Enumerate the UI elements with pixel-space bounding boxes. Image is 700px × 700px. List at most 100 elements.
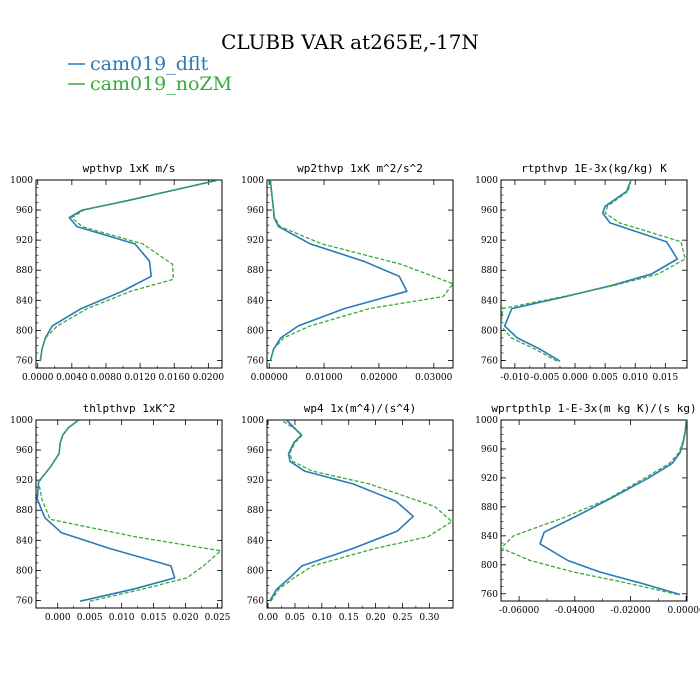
x-tick-label: 0.0120 (124, 373, 156, 383)
y-tick-label: 760 (481, 590, 498, 600)
x-tick-label: 0.010 (109, 613, 135, 623)
y-tick-label: 760 (247, 596, 264, 606)
y-tick-label: 760 (481, 356, 498, 366)
y-tick-label: 800 (481, 326, 498, 336)
x-tick-label: -0.04000 (555, 606, 596, 616)
x-tick-label: 0.000 (45, 613, 71, 623)
plot-frame (500, 179, 688, 369)
x-tick-label: 0.015 (652, 373, 678, 383)
y-tick-label: 920 (481, 236, 498, 246)
y-tick-label: 880 (16, 266, 33, 276)
panel-title: wprtpthlp 1-E-3x(m kg K)/(s kg) (491, 402, 696, 415)
x-tick-label: 0.15 (339, 613, 359, 623)
y-tick-label: 1000 (475, 176, 498, 186)
panel-3: rtpthvp 1E-3x(kg/kg) K 760 800 840 880 920 960… (475, 162, 688, 383)
y-tick-label: 800 (481, 561, 498, 571)
panel-title: wpthvp 1xK m/s (83, 162, 176, 175)
panel-5: wp4 1x(m^4)/(s^4) 760 800 840 880 920 960 1000 0… (241, 402, 454, 623)
x-tick-label: 0.0160 (158, 373, 190, 383)
figure-title: CLUBB VAR at265E,-17N (221, 30, 479, 54)
y-tick-label: 800 (247, 566, 264, 576)
series-line-dflt (539, 420, 687, 596)
x-tick-label: 0.03000 (415, 373, 452, 383)
panel-title: wp4 1x(m^4)/(s^4) (304, 402, 417, 415)
y-tick-label: 840 (16, 296, 33, 306)
y-tick-label: 960 (16, 446, 33, 456)
series-line-dflt (39, 180, 219, 362)
x-tick-label: 0.05 (285, 613, 305, 623)
x-tick-label: 0.25 (392, 613, 412, 623)
y-tick-label: 1000 (10, 176, 33, 186)
y-tick-label: 960 (481, 445, 498, 455)
y-tick-label: 960 (16, 206, 33, 216)
x-tick-label: 0.01000 (305, 373, 342, 383)
x-tick-label: 0.015 (141, 613, 167, 623)
plot-frame (266, 179, 454, 369)
y-tick-label: 880 (481, 266, 498, 276)
x-tick-label: 0.000 (562, 373, 588, 383)
x-tick-label: 0.10 (312, 613, 332, 623)
y-tick-label: 1000 (241, 176, 264, 186)
series-line-nozm (269, 180, 453, 362)
x-tick-label: 0.30 (419, 613, 439, 623)
y-tick-label: 800 (247, 326, 264, 336)
x-tick-label: 0.025 (205, 613, 231, 623)
legend: cam019_dflt cam019_noZM (68, 53, 232, 95)
x-tick-label: 0.20 (366, 613, 386, 623)
panel-title: rtpthvp 1E-3x(kg/kg) K (521, 162, 667, 175)
y-tick-label: 960 (247, 206, 264, 216)
panel-title: wp2thvp 1xK m^2/s^2 (297, 162, 423, 175)
x-tick-label: 0.00 (258, 613, 278, 623)
x-tick-label: 0.00000 (251, 373, 288, 383)
x-tick-label: 0.0000 (22, 373, 54, 383)
legend-label-dflt: cam019_dflt (90, 53, 209, 75)
x-tick-label: -0.010 (500, 373, 529, 383)
x-tick-label: -0.06000 (499, 606, 540, 616)
panels: wpthvp 1xK m/s 760 800 840 880 920 960 1000 0.00… (10, 162, 700, 623)
series-line-nozm (501, 180, 686, 362)
panel-4: thlpthvp 1xK^2 760 800 840 880 920 960 1000 0.00… (10, 402, 231, 623)
y-tick-label: 840 (247, 536, 264, 546)
y-tick-label: 880 (481, 503, 498, 513)
y-tick-label: 840 (481, 532, 498, 542)
series-line-dflt (269, 180, 408, 362)
series-line-nozm (39, 180, 219, 362)
y-tick-label: 920 (16, 236, 33, 246)
y-tick-label: 920 (481, 474, 498, 484)
x-tick-label: 0.00000 (668, 606, 700, 616)
y-tick-label: 760 (16, 596, 33, 606)
y-tick-label: 840 (247, 296, 264, 306)
y-tick-label: 960 (247, 446, 264, 456)
y-tick-label: 880 (247, 506, 264, 516)
x-tick-label: 0.0040 (56, 373, 88, 383)
y-tick-label: 1000 (241, 416, 264, 426)
y-tick-label: 760 (16, 356, 33, 366)
panel-title: thlpthvp 1xK^2 (83, 402, 176, 415)
series-line-nozm (37, 420, 222, 602)
series-line-nozm (501, 420, 687, 596)
y-tick-label: 800 (16, 326, 33, 336)
x-tick-label: -0.02000 (610, 606, 651, 616)
y-tick-label: 920 (247, 236, 264, 246)
x-tick-label: 0.010 (622, 373, 648, 383)
y-tick-label: 840 (16, 536, 33, 546)
x-tick-label: 0.005 (592, 373, 618, 383)
y-tick-label: 800 (16, 566, 33, 576)
y-tick-label: 1000 (475, 416, 498, 426)
y-tick-label: 880 (247, 266, 264, 276)
series-line-nozm (270, 420, 453, 602)
x-tick-label: 0.005 (77, 613, 103, 623)
legend-label-nozm: cam019_noZM (90, 73, 232, 95)
plot-frame (35, 419, 223, 609)
series-line-dflt (269, 420, 415, 602)
y-tick-label: 880 (16, 506, 33, 516)
y-tick-label: 920 (247, 476, 264, 486)
x-tick-label: 0.0200 (193, 373, 225, 383)
x-tick-label: -0.005 (531, 373, 560, 383)
x-tick-label: 0.0080 (90, 373, 122, 383)
x-tick-label: 0.020 (173, 613, 199, 623)
x-tick-label: 0.02000 (360, 373, 397, 383)
plot-frame (35, 179, 223, 369)
panel-1: wpthvp 1xK m/s 760 800 840 880 920 960 1000 0.00… (10, 162, 224, 383)
